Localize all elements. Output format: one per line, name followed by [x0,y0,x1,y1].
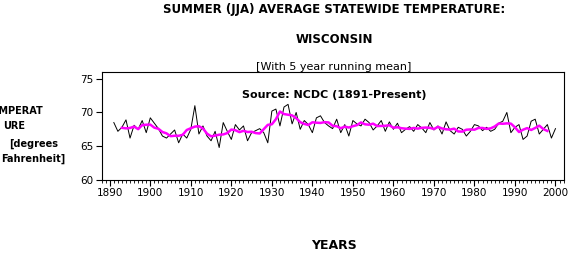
Text: YEARS: YEARS [311,239,357,252]
Text: Fahrenheit]: Fahrenheit] [2,154,66,164]
Text: TEMPERAT: TEMPERAT [0,106,44,115]
Text: WISCONSIN: WISCONSIN [295,33,373,47]
Text: URE: URE [3,121,26,131]
Text: Source: NCDC (1891-Present): Source: NCDC (1891-Present) [242,90,426,100]
Text: [degrees: [degrees [9,139,58,149]
Text: [With 5 year running mean]: [With 5 year running mean] [256,62,412,72]
Text: SUMMER (JJA) AVERAGE STATEWIDE TEMPERATURE:: SUMMER (JJA) AVERAGE STATEWIDE TEMPERATU… [163,3,505,16]
